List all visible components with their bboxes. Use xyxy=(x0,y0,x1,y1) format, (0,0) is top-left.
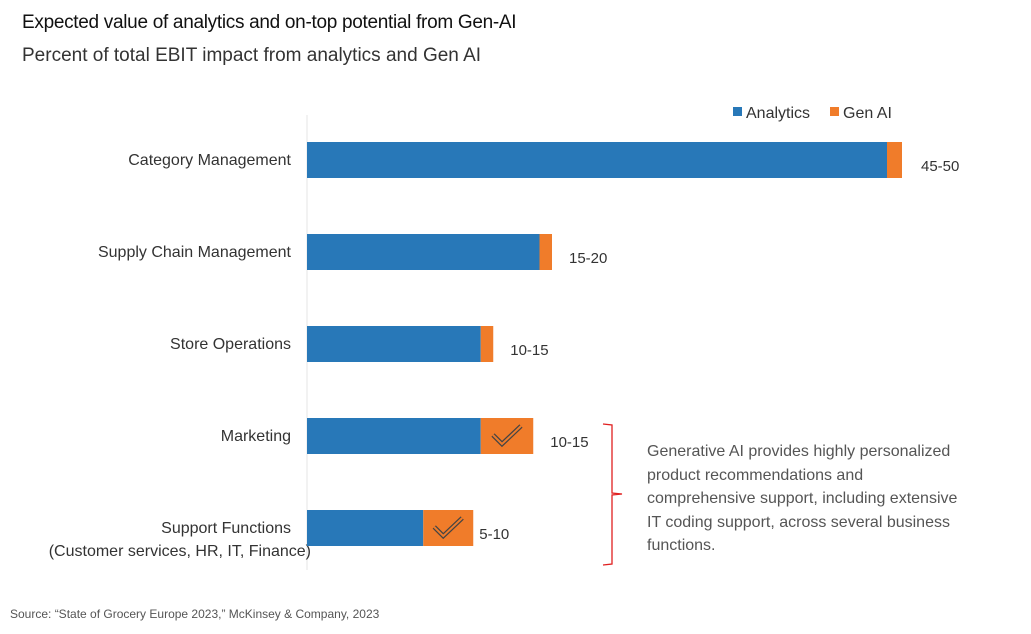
chart-title: Expected value of analytics and on-top p… xyxy=(22,12,517,33)
category-label: Category Management xyxy=(128,152,291,169)
bracket-icon xyxy=(602,423,623,566)
legend-label-1: Gen AI xyxy=(843,105,892,122)
bar-genai xyxy=(423,510,474,546)
data-label: 45-50 xyxy=(921,158,959,175)
bar-analytics xyxy=(307,418,481,454)
bar-analytics xyxy=(307,142,887,178)
annotation-note: Generative AI provides highly personaliz… xyxy=(647,443,958,554)
bar-genai xyxy=(539,234,552,270)
bar-analytics xyxy=(307,326,481,362)
category-sublabel: (Customer services, HR, IT, Finance) xyxy=(49,543,311,560)
data-label: 15-20 xyxy=(569,250,607,267)
check-icon-inner xyxy=(433,517,463,538)
data-label: 5-10 xyxy=(479,526,509,543)
check-icon-inner xyxy=(492,425,522,446)
category-label: Marketing xyxy=(221,428,291,445)
legend-label-0: Analytics xyxy=(746,105,810,122)
chart-subtitle: Percent of total EBIT impact from analyt… xyxy=(22,45,482,66)
category-label: Support Functions xyxy=(161,520,291,537)
bar-genai xyxy=(887,142,902,178)
bar-analytics xyxy=(307,234,540,270)
bar-genai xyxy=(480,418,534,454)
bar-analytics xyxy=(307,510,424,546)
legend-swatch-1 xyxy=(830,107,839,116)
data-label: 10-15 xyxy=(510,342,548,359)
category-label: Supply Chain Management xyxy=(98,244,292,261)
data-label: 10-15 xyxy=(550,434,588,451)
category-label: Store Operations xyxy=(170,336,291,353)
source-note: Source: “State of Grocery Europe 2023,” … xyxy=(10,607,380,621)
bar-genai xyxy=(480,326,494,362)
legend-swatch-0 xyxy=(733,107,742,116)
